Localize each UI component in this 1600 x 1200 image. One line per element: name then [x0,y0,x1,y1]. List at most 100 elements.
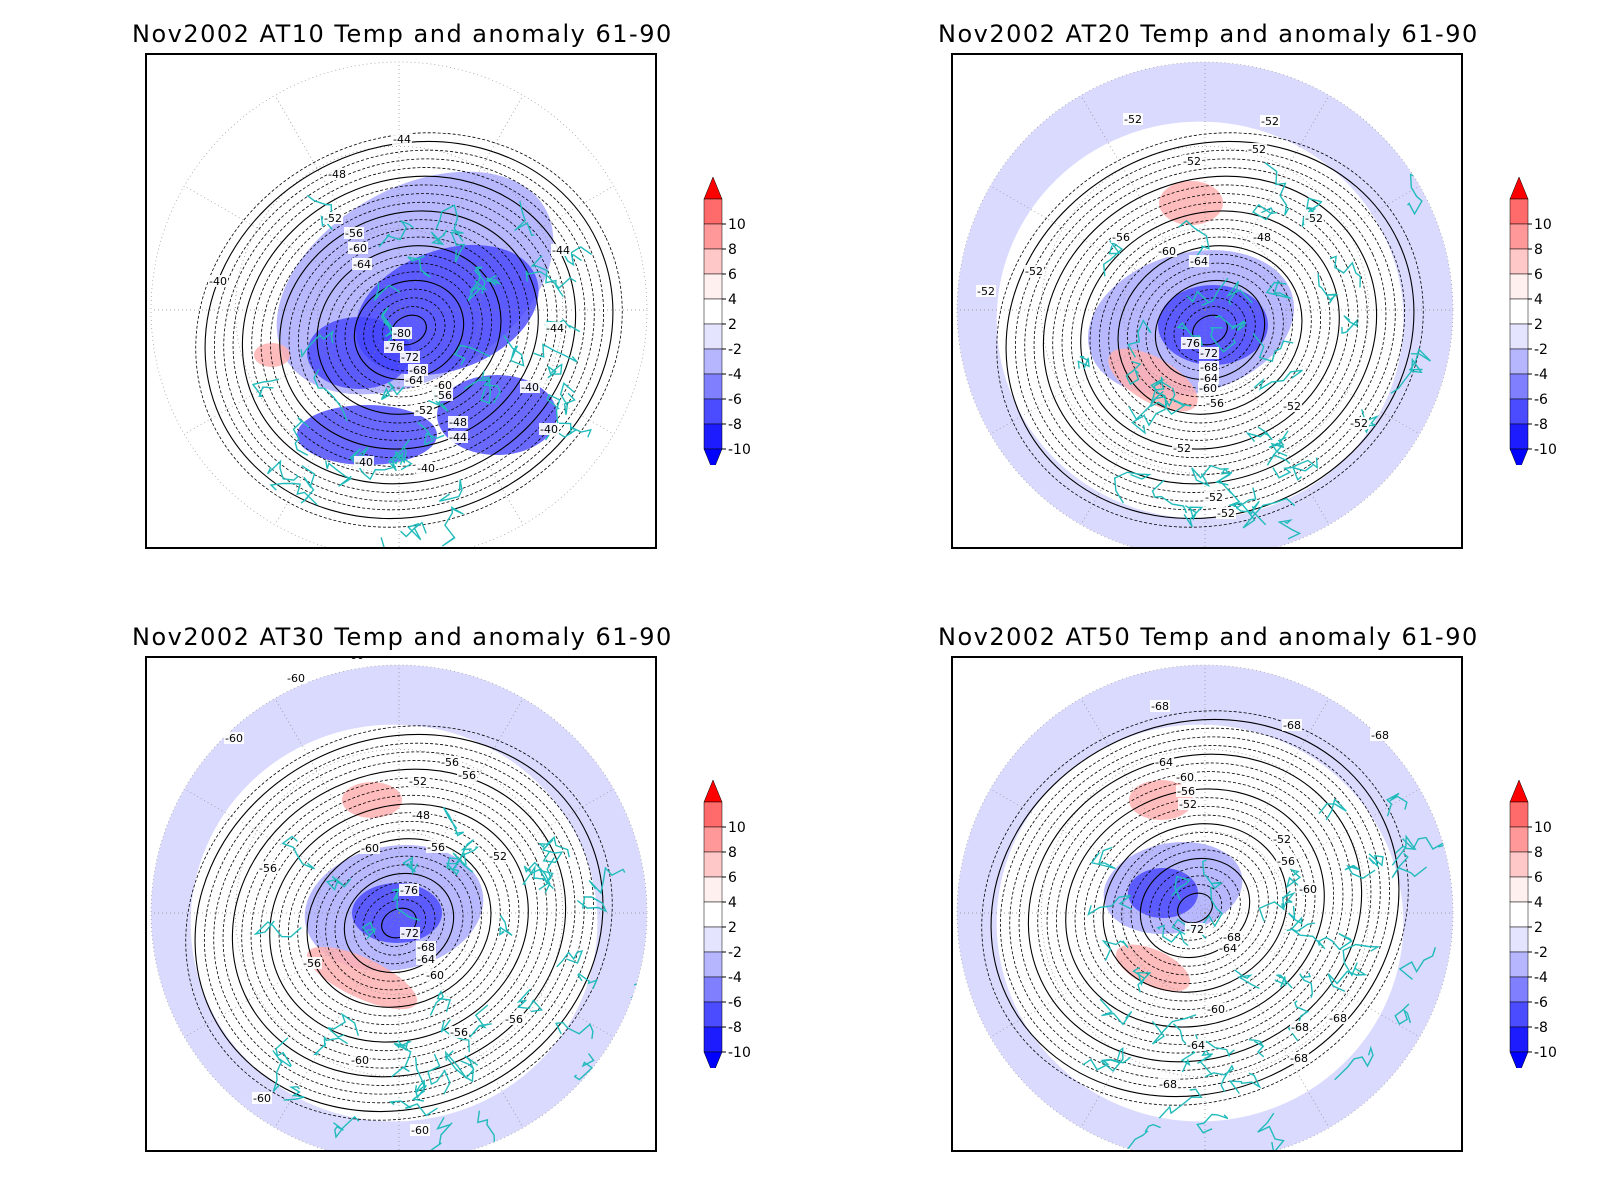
coastlines [1077,162,1453,540]
contour-label: -68 [1265,658,1283,660]
meridian [274,912,400,1128]
meridian [184,912,400,1038]
contour-label: -60 [287,672,305,685]
contour-label: -60 [434,379,452,392]
colorbar-tick-label: 6 [1534,870,1543,886]
temperature-contour [1121,840,1269,976]
temperature-contour [1005,140,1415,520]
meridian [990,912,1206,1038]
contour-label: -60 [1176,771,1194,784]
temperature-contour [325,254,493,406]
temperature-contour [996,132,1424,528]
meridian [398,95,524,311]
meridian [1204,95,1330,311]
contour-label: -52 [1173,442,1191,455]
contour-label: -48 [412,809,430,822]
contour-label: -56 [505,1013,523,1026]
map-edge [956,664,1454,1150]
temperature-contour [1083,805,1307,1011]
latitude-circle [316,830,482,996]
contour-label: -60 [349,242,367,255]
contour-label: -72 [401,927,419,940]
contour-label: -64 [405,374,423,387]
colorbar-tick-label: -4 [728,970,742,986]
contour-label: -60 [351,1054,369,1067]
temperature-contour [1089,219,1331,441]
temperature-contour [195,132,623,528]
colorbar-arrow-up [1509,779,1529,803]
colorbar-segment [1509,373,1529,400]
contour-label: -64 [1200,372,1218,385]
colorbar-tick-label: -8 [728,417,742,433]
polar-map: -60-60-60-56-52-56-48-60-56-52-56-76-72-… [145,656,657,1152]
colorbar-segment [1509,398,1529,425]
contour-label: -72 [401,351,419,364]
colorbar-segment [1509,423,1529,450]
temperature-contour [381,306,437,354]
contour-label: -68 [1223,931,1241,944]
latitude-circle [234,145,564,475]
temperature-contour [269,201,549,459]
contour-label: -68 [1291,1021,1309,1034]
contour-label: -56 [1206,397,1224,410]
contour-label: -72 [1200,347,1218,360]
contour-label: -76 [385,341,403,354]
contour-label: -64 [353,258,371,271]
temperature-contour [1061,193,1359,467]
contour-label: -60 [1199,382,1217,395]
contour-label: -48 [328,168,346,181]
contour-label: -52 [415,404,433,417]
contour-label: -56 [1112,231,1130,244]
contour-label: -52 [1283,400,1301,413]
panel-title: Nov2002 AT30 Temp and anomaly 61-90 [132,623,673,651]
contour-label: -40 [209,275,227,288]
anomaly-colorbar: 10 8 6 4 2 -2 -4 -6 -8 -10 [703,779,751,1068]
temperature-contour [316,245,502,415]
temperature-contour [1018,745,1372,1071]
temperature-contour [325,855,473,991]
colorbar-tick-label: -10 [1534,1045,1557,1061]
warm-anomaly [342,782,402,818]
colorbar-tick-label: 10 [1534,820,1552,836]
temperature-contour [371,899,427,947]
colorbar-tick-label: -10 [728,442,751,458]
colorbar-segment [1509,976,1529,1003]
contour-label: -68 [1151,700,1169,713]
temperature-contour [1000,727,1390,1089]
colorbar-segment [1509,826,1529,853]
colorbar-segment [703,323,723,350]
map-canvas: -52-52 -52-52-52-56-60-64-48-52-52-76-72-… [956,61,1454,547]
contour-label: -40 [355,456,373,469]
temperature-contour [1167,884,1223,932]
colorbar-tick-label: -8 [1534,417,1548,433]
contour-label: -68 [1159,1078,1177,1091]
meridian [398,912,524,1128]
meridian [398,698,524,914]
contour-label: -56 [458,769,476,782]
temperature-contour [204,140,614,520]
colorbar-segment [703,826,723,853]
colorbar-segment [1509,901,1529,928]
contour-label: -60 [225,732,243,745]
colorbar-segment [703,423,723,450]
anomaly-colorbar: 10 8 6 4 2 -2 -4 -6 -8 -10 [703,176,751,465]
colorbar-segment [1509,1001,1529,1028]
contour-label: -48 [1253,231,1271,244]
colorbar-segment [1509,198,1529,225]
polar-map: -68-68-68-68-64-60-56-52-52-56-60-72-68-… [951,656,1463,1152]
contour-label: -56 [1277,855,1295,868]
meridian [990,788,1206,914]
colorbar-tick-label: 4 [1534,292,1543,308]
colorbar-segment [703,801,723,828]
contour-label: -52 [1205,491,1223,504]
contour-label: -52 [1025,265,1043,278]
colorbar-segment [703,348,723,375]
meridian [1080,912,1206,1128]
contour-label: -68 [1283,719,1301,732]
colorbar-tick-label: 6 [1534,267,1543,283]
meridian [1204,309,1420,435]
map-edge [150,61,648,547]
contour-label: -52 [489,850,507,863]
contour-label: -60 [361,842,379,855]
colorbar-segment [703,198,723,225]
